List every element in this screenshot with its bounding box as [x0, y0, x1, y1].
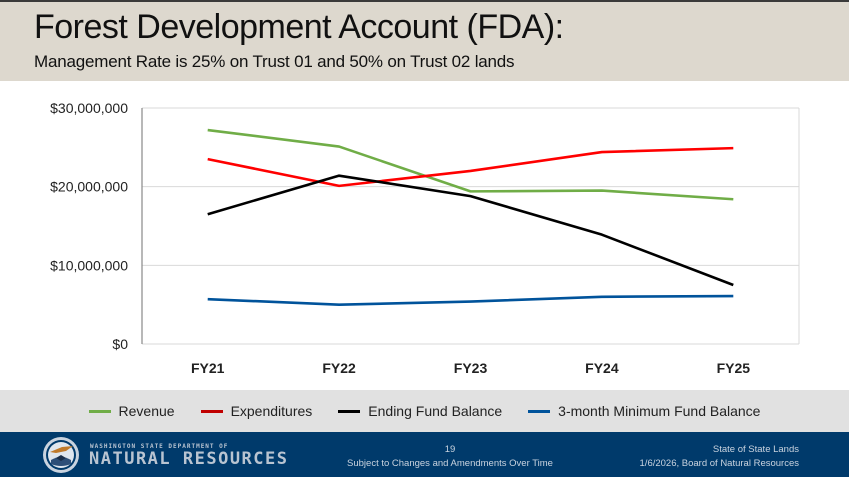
- page-number: 19: [444, 444, 456, 455]
- x-axis-ticks: FY21 FY22 FY23 FY24 FY25: [191, 360, 750, 376]
- org-name-small: WASHINGTON STATE DEPARTMENT OF: [90, 443, 229, 450]
- legend-band: Revenue Expenditures Ending Fund Balance…: [0, 390, 849, 432]
- slide-footer: WASHINGTON STATE DEPARTMENT OF NATURAL R…: [0, 432, 849, 477]
- legend-item-ending-fund-balance: Ending Fund Balance: [338, 403, 502, 419]
- footer-presentation-title: State of State Lands: [712, 444, 799, 455]
- footer-disclaimer: Subject to Changes and Amendments Over T…: [347, 458, 553, 469]
- x-tick-label: FY25: [717, 360, 751, 376]
- top-border: [0, 0, 849, 2]
- org-name-large: NATURAL RESOURCES: [89, 449, 289, 469]
- legend-label-minimum-fund-balance: 3-month Minimum Fund Balance: [558, 403, 761, 419]
- legend-swatch-ending-fund-balance: [338, 409, 361, 413]
- gridlines: [142, 107, 799, 345]
- slide-title: Forest Development Account (FDA):: [34, 8, 564, 46]
- series-lines: [207, 128, 734, 306]
- series-line-3-month-minimum-fund-balance: [207, 294, 734, 306]
- x-tick-label: FY22: [322, 360, 356, 376]
- series-line-expenditures: [207, 146, 734, 188]
- legend-item-minimum-fund-balance: 3-month Minimum Fund Balance: [528, 403, 760, 419]
- legend-item-expenditures: Expenditures: [200, 403, 313, 419]
- y-tick-label: $10,000,000: [50, 257, 128, 273]
- legend-label-expenditures: Expenditures: [230, 403, 313, 419]
- x-tick-label: FY23: [454, 360, 488, 376]
- y-axis-ticks: $0 $10,000,000 $20,000,000 $30,000,000: [50, 100, 128, 352]
- legend-swatch-revenue: [88, 409, 111, 413]
- series-line-revenue: [207, 128, 734, 201]
- slide-header: Forest Development Account (FDA): Manage…: [0, 2, 849, 81]
- chart-legend: Revenue Expenditures Ending Fund Balance…: [0, 390, 849, 432]
- x-tick-label: FY21: [191, 360, 225, 376]
- legend-swatch-minimum-fund-balance: [528, 409, 551, 413]
- dnr-seal-icon: [43, 437, 79, 473]
- legend-item-revenue: Revenue: [88, 403, 175, 419]
- legend-label-ending-fund-balance: Ending Fund Balance: [368, 403, 503, 419]
- legend-swatch-expenditures: [200, 409, 223, 413]
- slide-subtitle: Management Rate is 25% on Trust 01 and 5…: [34, 52, 515, 71]
- footer-date-board: 1/6/2026, Board of Natural Resources: [639, 458, 799, 469]
- line-chart: $0 $10,000,000 $20,000,000 $30,000,000 FY21…: [50, 100, 800, 376]
- legend-label-revenue: Revenue: [118, 403, 175, 419]
- y-tick-label: $0: [112, 336, 128, 352]
- y-tick-label: $30,000,000: [50, 100, 128, 116]
- x-tick-label: FY24: [585, 360, 619, 376]
- y-tick-label: $20,000,000: [50, 179, 128, 195]
